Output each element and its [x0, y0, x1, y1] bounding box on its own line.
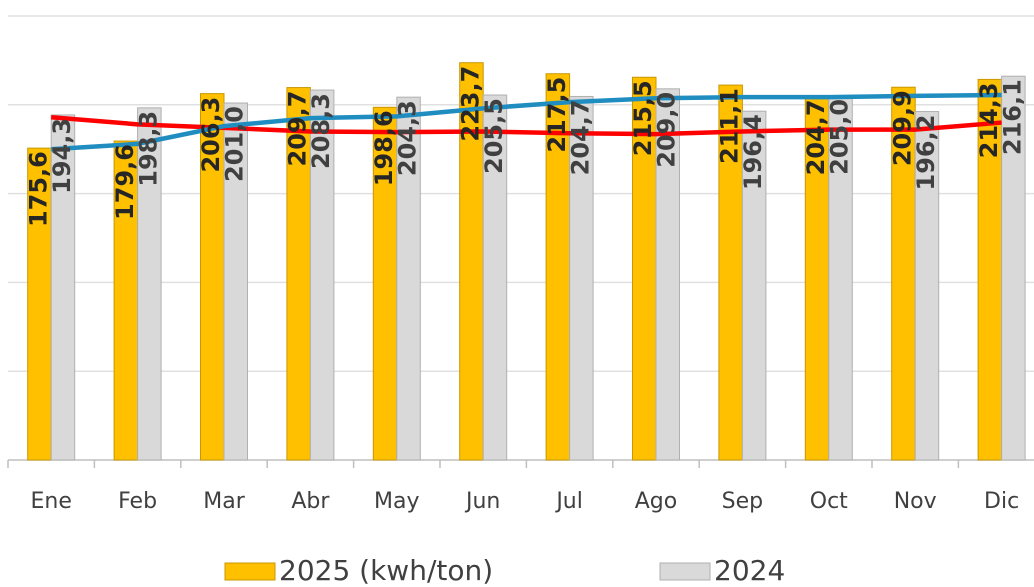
- data-label: 209,0: [653, 92, 681, 168]
- x-tick-label: Oct: [810, 489, 848, 514]
- data-label: 215,5: [629, 80, 657, 156]
- data-label: 201,0: [221, 106, 249, 182]
- data-label: 214,3: [975, 82, 1003, 158]
- x-tick-label: Jun: [464, 489, 500, 514]
- x-tick-label: Dic: [984, 489, 1019, 514]
- bar: [137, 107, 162, 461]
- line: [51, 92, 1002, 152]
- bar: [655, 88, 680, 461]
- bar: [50, 114, 76, 461]
- data-label: 204,3: [394, 100, 422, 176]
- data-label: 211,1: [716, 88, 744, 164]
- data-label: 205,5: [480, 98, 508, 174]
- legend-label: 2024: [714, 554, 785, 587]
- data-label: 204,7: [566, 99, 594, 175]
- data-label: 217,5: [543, 77, 571, 153]
- x-tick-label: Mar: [203, 489, 245, 514]
- bar: [396, 96, 421, 461]
- data-label: 206,3: [197, 97, 225, 173]
- bar: [914, 111, 940, 461]
- x-tick-label: Abr: [291, 489, 330, 514]
- legend-label: 2025 (kwh/ton): [279, 554, 493, 587]
- x-tick-label: Ene: [31, 489, 72, 514]
- bar: [569, 95, 594, 461]
- data-label: 209,9: [888, 90, 916, 166]
- data-label: 198,3: [134, 111, 162, 187]
- x-tick-label: Feb: [118, 489, 157, 514]
- data-label: 204,7: [802, 99, 830, 175]
- legend-swatch: [224, 562, 276, 581]
- data-label: 198,6: [370, 110, 398, 186]
- x-tick-label: May: [374, 489, 419, 514]
- data-label: 205,0: [826, 99, 854, 175]
- x-tick-label: Nov: [894, 489, 937, 514]
- x-tick-label: Ago: [635, 489, 677, 514]
- data-label: 209,7: [284, 91, 312, 167]
- data-label: 223,7: [456, 66, 484, 142]
- data-label: 216,1: [998, 79, 1026, 155]
- data-label: 208,3: [307, 93, 335, 169]
- x-tick-label: Jul: [554, 489, 583, 514]
- data-label: 196,2: [912, 115, 940, 191]
- data-label: 179,6: [111, 144, 139, 220]
- data-label: 175,6: [24, 151, 52, 227]
- data-label: 194,3: [48, 118, 76, 194]
- bar: [741, 110, 767, 461]
- bar: [482, 94, 508, 461]
- bar: [223, 102, 248, 461]
- data-label: 196,4: [739, 114, 767, 190]
- x-tick-label: Sep: [722, 489, 763, 514]
- bar: [1001, 75, 1026, 461]
- legend-swatch: [659, 562, 711, 581]
- bar: [309, 89, 335, 461]
